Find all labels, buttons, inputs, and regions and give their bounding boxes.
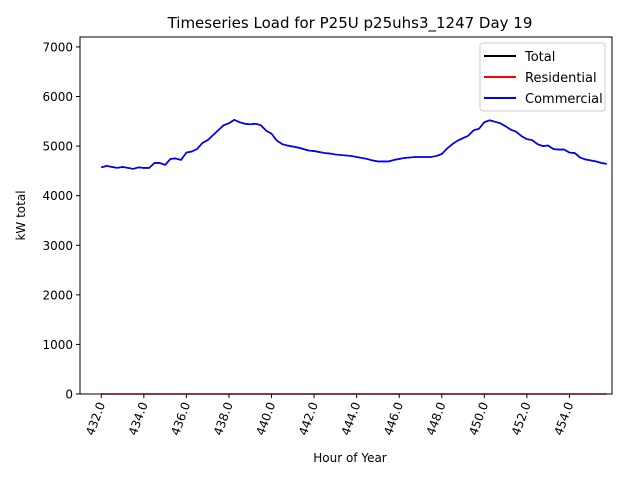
y-tick-label: 7000 [42,40,73,54]
y-tick-label: 1000 [42,338,73,352]
chart-title: Timeseries Load for P25U p25uhs3_1247 Da… [167,14,533,33]
series-line-commercial [101,119,607,170]
y-tick-label: 6000 [42,90,73,104]
y-axis-label: kW total [14,190,28,240]
y-tick-label: 4000 [42,189,73,203]
x-axis-label: Hour of Year [313,451,387,465]
legend-label-commercial: Commercial [525,92,603,107]
legend-label-residential: Residential [525,71,597,86]
legend-label-total: Total [524,50,555,65]
y-tick-label: 0 [65,388,73,402]
y-tick-label: 3000 [42,239,73,253]
legend: Total Residential Commercial [479,42,606,112]
plot-frame [79,36,613,395]
y-tick-label: 2000 [42,288,73,302]
y-tick-label: 5000 [42,140,73,154]
legend-box [479,42,606,112]
y-axis: 0 1000 2000 3000 4000 5000 6000 7000 [42,40,80,402]
